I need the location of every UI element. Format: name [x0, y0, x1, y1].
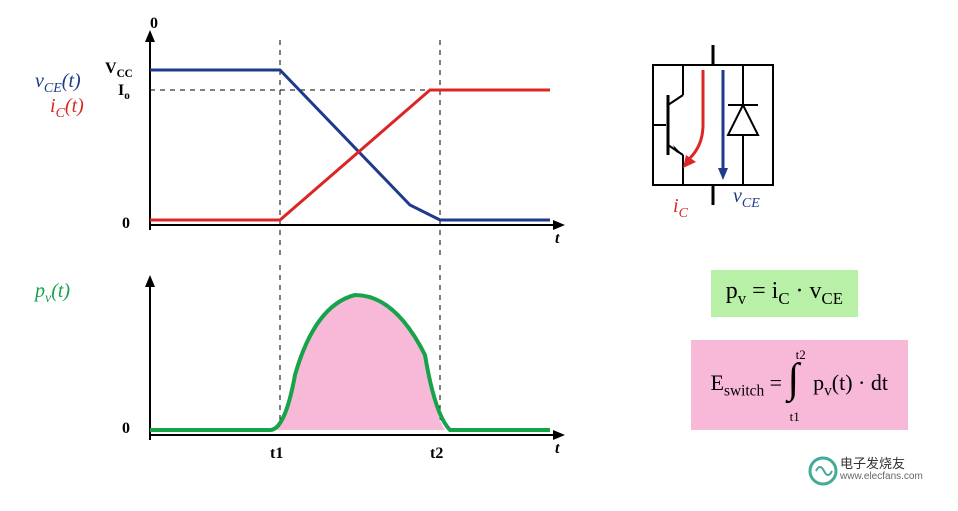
bottom-graph: 0 t1 t2 t [140, 265, 580, 485]
io-label: Io [118, 82, 130, 102]
formula-pv: pv = iC · vCE [711, 270, 858, 317]
formula-eswitch: Eswitch = t2 ∫ t1 pv(t) · dt [691, 340, 908, 430]
integral-lower: t1 [790, 409, 800, 425]
diagram-container: vCE(t) iC(t) pv(t) 0 VCC Io 0 t [10, 10, 948, 501]
bottom-graph-svg [140, 265, 580, 485]
graphs-area: vCE(t) iC(t) pv(t) 0 VCC Io 0 t [20, 15, 600, 495]
circuit-diagram: iC vCE [618, 40, 818, 240]
watermark-text1: 电子发烧友 [840, 453, 905, 472]
legend-ic: iC(t) [50, 95, 84, 122]
circuit-svg [618, 40, 818, 240]
circuit-ic-label: iC [673, 195, 688, 222]
top-graph: 0 VCC Io 0 t [140, 20, 580, 260]
legend-vce: vCE(t) [35, 70, 81, 97]
zero-top: 0 [150, 15, 158, 33]
zero-left-b: 0 [122, 420, 130, 438]
zero-left: 0 [122, 215, 130, 233]
vcc-label: VCC [105, 60, 133, 80]
watermark: 电子发烧友 www.elecfans.com [808, 451, 938, 491]
watermark-text2: www.elecfans.com [840, 471, 923, 482]
t1-label: t1 [270, 445, 283, 463]
t-label: t [555, 230, 559, 248]
t-label-b: t [555, 440, 559, 458]
circuit-vce-label: vCE [733, 185, 760, 212]
top-graph-svg [140, 20, 580, 260]
t2-label: t2 [430, 445, 443, 463]
legend-pv: pv(t) [35, 280, 70, 307]
